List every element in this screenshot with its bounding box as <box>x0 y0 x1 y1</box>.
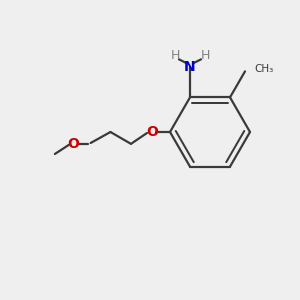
Text: O: O <box>146 125 158 139</box>
Text: H: H <box>170 49 180 62</box>
Text: H: H <box>200 49 210 62</box>
Text: N: N <box>184 60 196 74</box>
Text: O: O <box>68 137 80 151</box>
Text: CH₃: CH₃ <box>254 64 273 74</box>
